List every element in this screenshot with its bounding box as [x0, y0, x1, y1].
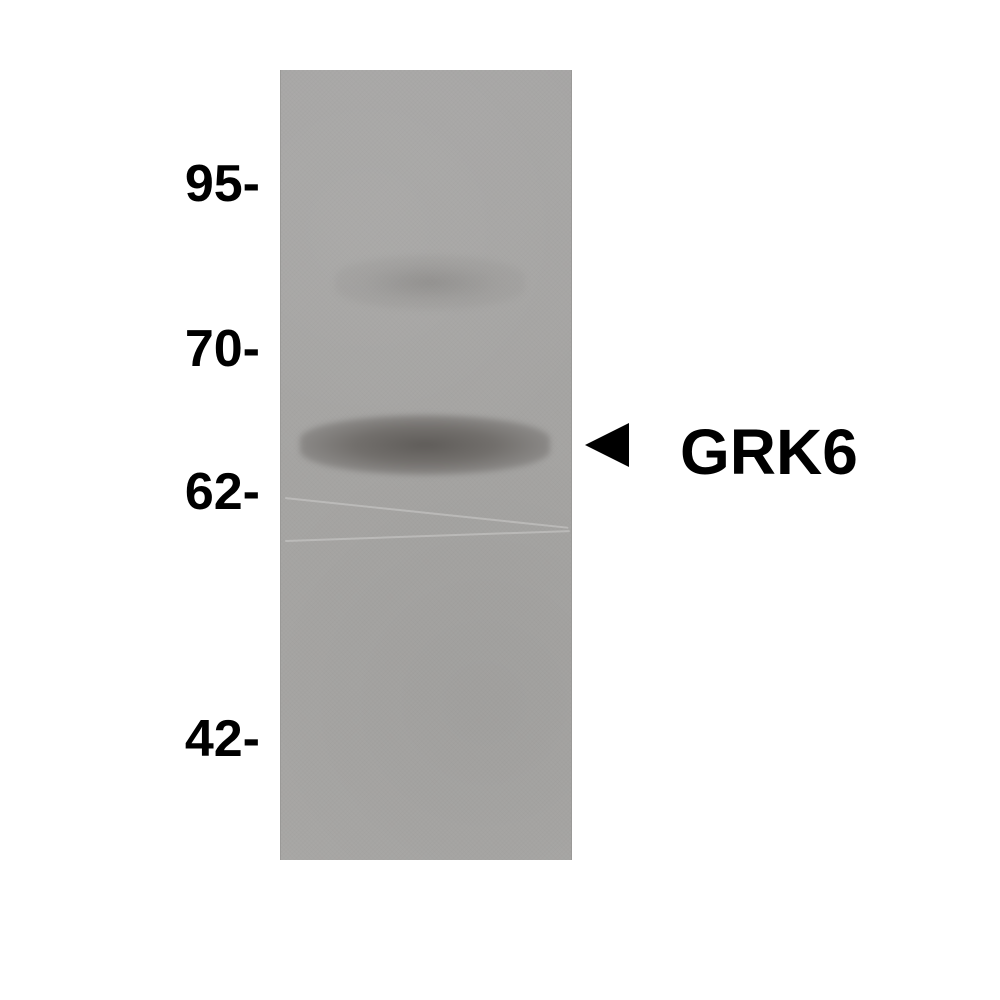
western-blot-figure: 95- 70- 62- 42- GRK6: [0, 0, 1000, 1000]
mw-marker-70: 70-: [185, 319, 260, 379]
faint-band-upper: [335, 255, 525, 310]
grk6-main-band: [300, 415, 550, 475]
mw-marker-95: 95-: [185, 154, 260, 214]
mw-marker-42: 42-: [185, 709, 260, 769]
mw-marker-62: 62-: [185, 462, 260, 522]
protein-label-grk6: GRK6: [680, 415, 858, 489]
band-pointer-arrow-icon: [585, 423, 629, 467]
